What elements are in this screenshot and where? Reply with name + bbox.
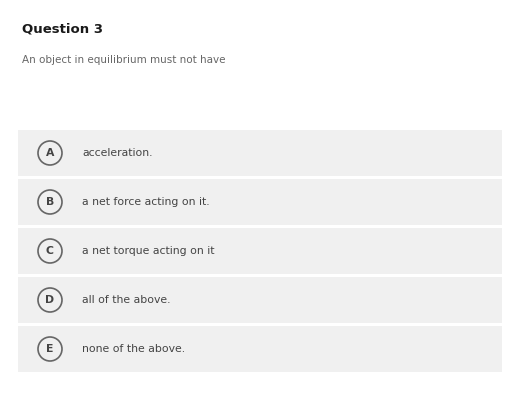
Circle shape (38, 337, 62, 361)
Text: none of the above.: none of the above. (82, 344, 185, 354)
Text: C: C (46, 246, 54, 256)
Text: all of the above.: all of the above. (82, 295, 170, 305)
FancyBboxPatch shape (18, 130, 501, 176)
Text: An object in equilibrium must not have: An object in equilibrium must not have (22, 55, 225, 65)
FancyBboxPatch shape (18, 179, 501, 225)
Text: D: D (45, 295, 54, 305)
Text: Question 3: Question 3 (22, 22, 103, 35)
FancyBboxPatch shape (18, 326, 501, 372)
FancyBboxPatch shape (18, 277, 501, 323)
Circle shape (38, 190, 62, 214)
Circle shape (38, 239, 62, 263)
Text: E: E (46, 344, 53, 354)
Text: a net force acting on it.: a net force acting on it. (82, 197, 209, 207)
Circle shape (38, 141, 62, 165)
Text: A: A (46, 148, 54, 158)
Text: B: B (46, 197, 54, 207)
FancyBboxPatch shape (18, 228, 501, 274)
Text: acceleration.: acceleration. (82, 148, 152, 158)
Circle shape (38, 288, 62, 312)
Text: a net torque acting on it: a net torque acting on it (82, 246, 214, 256)
